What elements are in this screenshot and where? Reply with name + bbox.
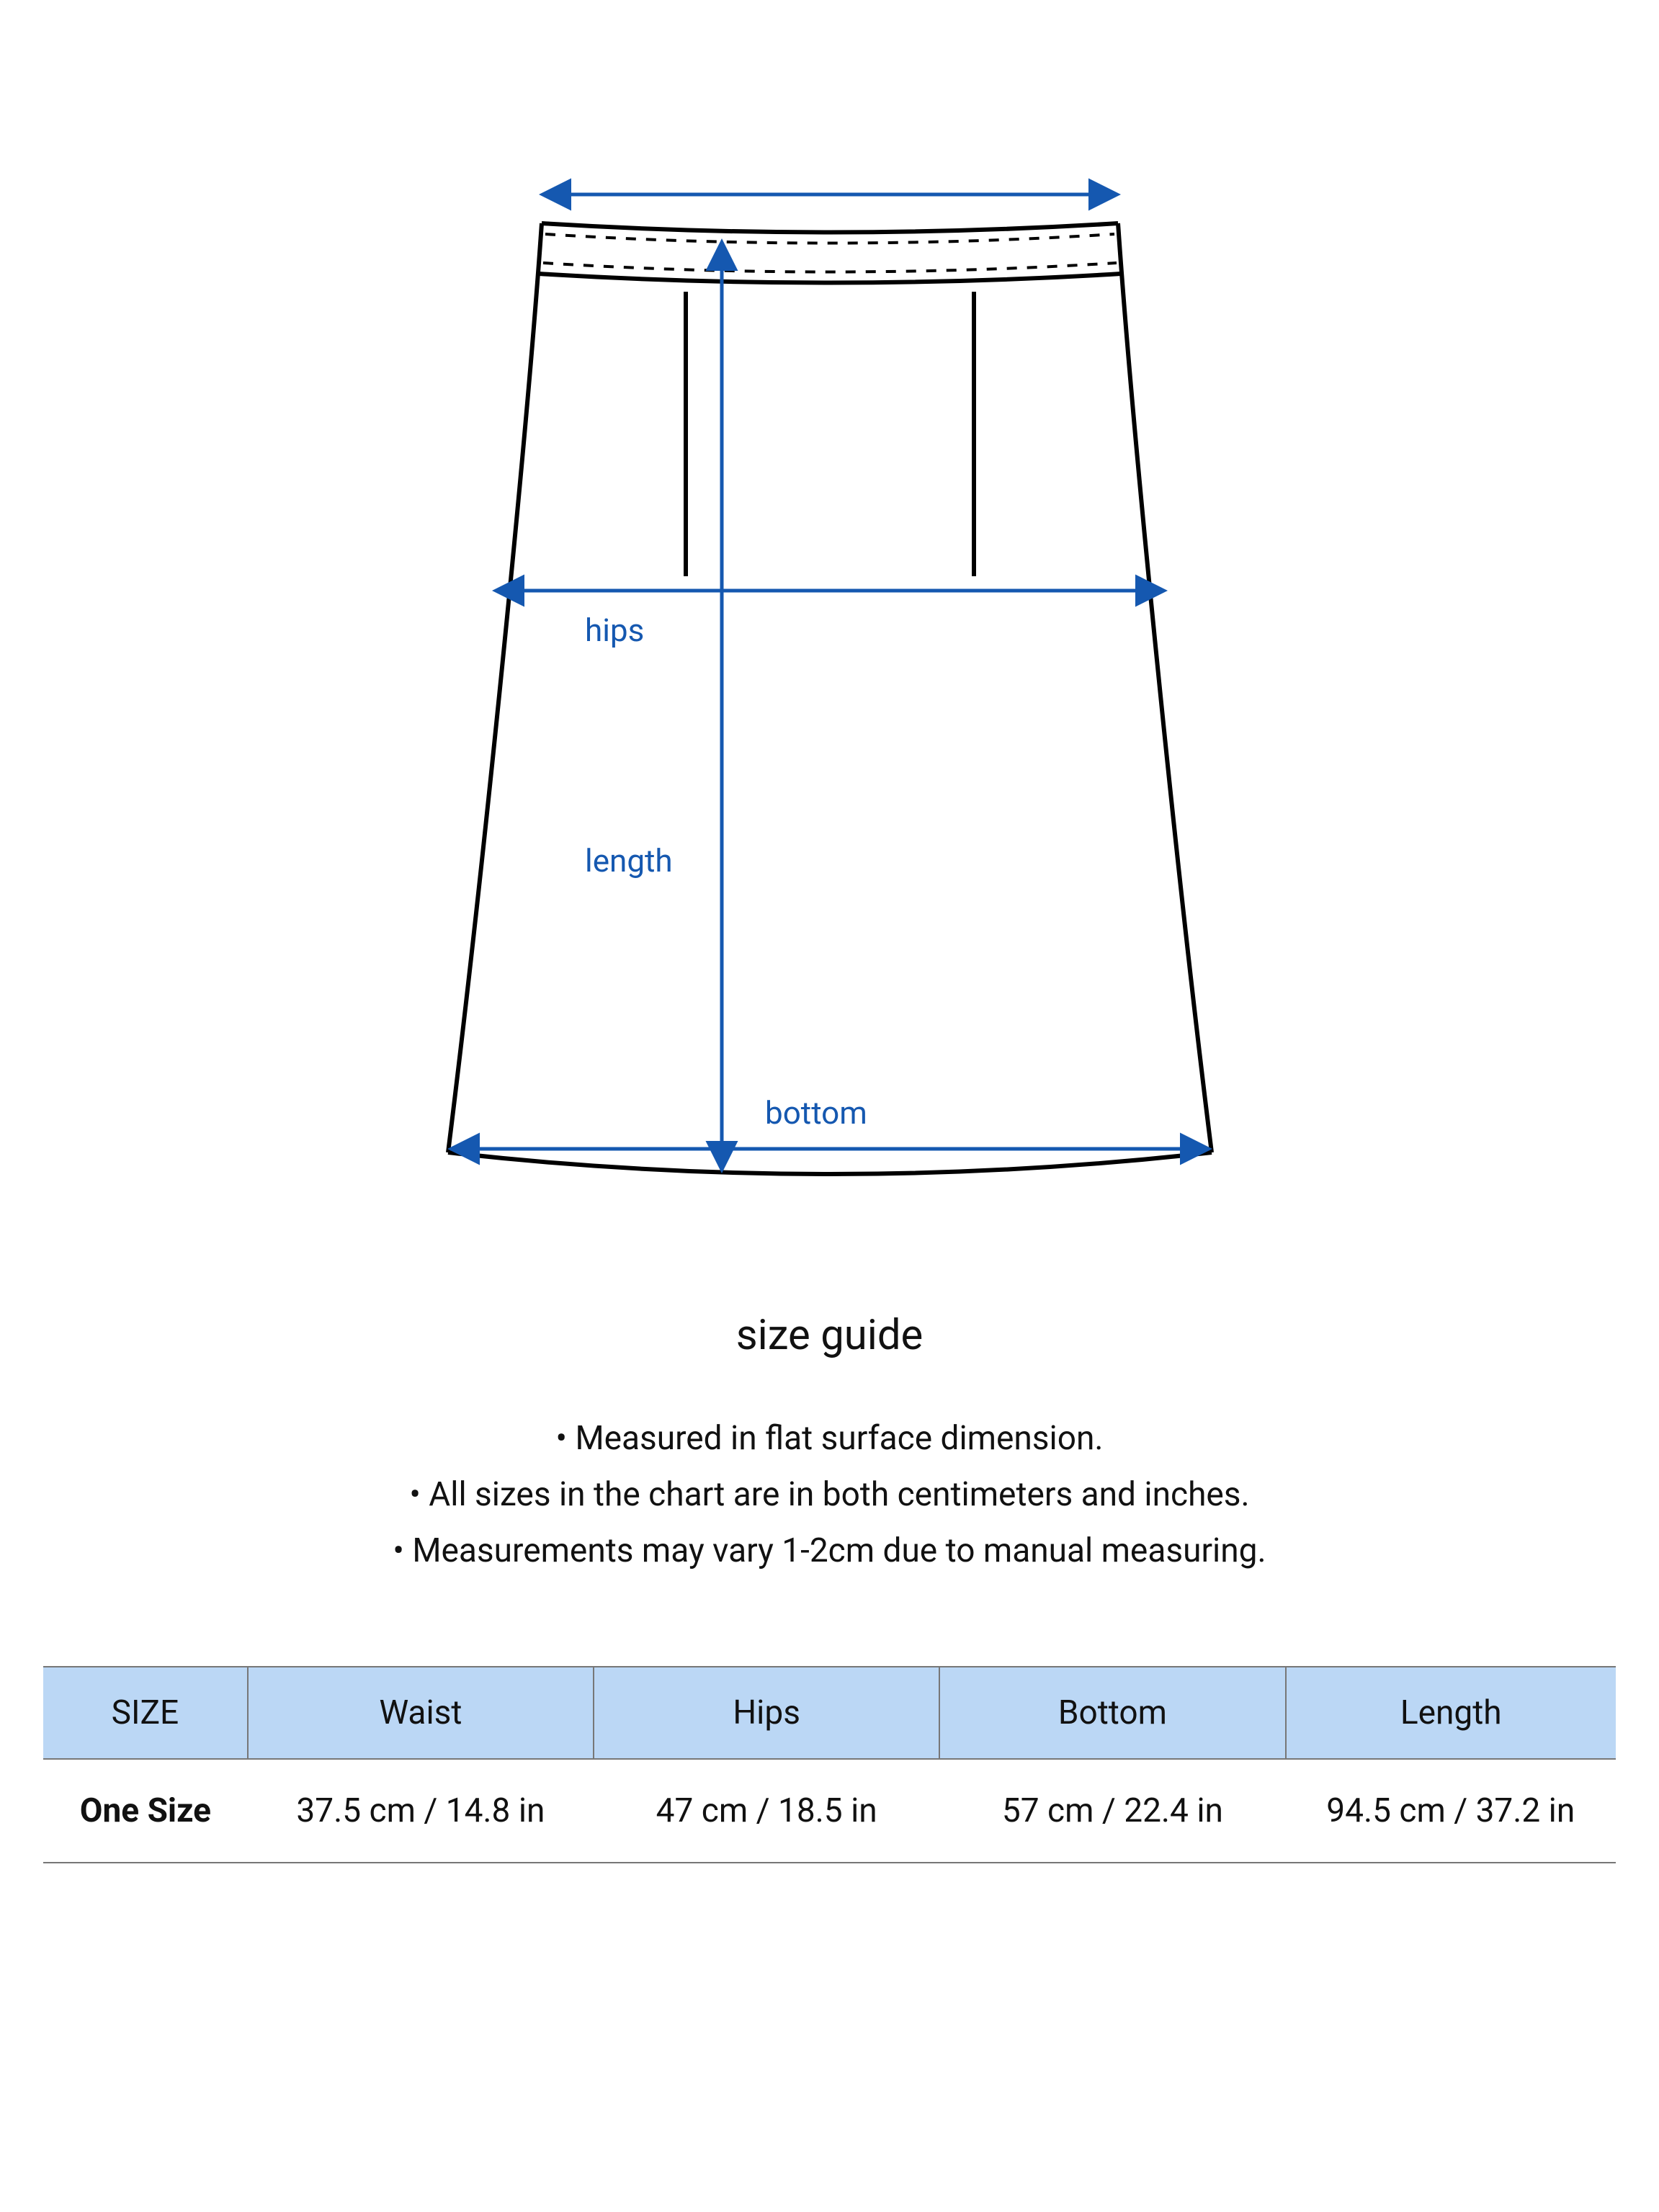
col-size: SIZE bbox=[43, 1667, 248, 1759]
note-line: Measurements may vary 1-2cm due to manua… bbox=[43, 1523, 1616, 1579]
note-line: All sizes in the chart are in both centi… bbox=[43, 1467, 1616, 1523]
size-table: SIZE Waist Hips Bottom Length One Size 3… bbox=[43, 1666, 1616, 1863]
length-label: length bbox=[585, 842, 673, 879]
cell-length: 94.5 cm / 37.2 in bbox=[1286, 1759, 1616, 1863]
note-line: Measured in flat surface dimension. bbox=[43, 1410, 1616, 1467]
cell-waist: 37.5 cm / 14.8 in bbox=[248, 1759, 594, 1863]
cell-bottom: 57 cm / 22.4 in bbox=[939, 1759, 1285, 1863]
col-waist: Waist bbox=[248, 1667, 594, 1759]
cell-hips: 47 cm / 18.5 in bbox=[594, 1759, 939, 1863]
size-guide-page: hips length bottom size guide Measured i… bbox=[0, 0, 1659, 2212]
size-table-header-row: SIZE Waist Hips Bottom Length bbox=[43, 1667, 1616, 1759]
skirt-diagram-container: hips length bottom bbox=[43, 144, 1616, 1224]
skirt-diagram: hips length bottom bbox=[362, 144, 1298, 1224]
size-guide-title: size guide bbox=[43, 1311, 1616, 1360]
skirt-outline bbox=[448, 223, 1212, 1174]
row-size-label: One Size bbox=[43, 1759, 248, 1863]
col-hips: Hips bbox=[594, 1667, 939, 1759]
hips-label: hips bbox=[585, 612, 644, 649]
size-table-row: One Size 37.5 cm / 14.8 in 47 cm / 18.5 … bbox=[43, 1759, 1616, 1863]
bottom-label: bottom bbox=[765, 1094, 867, 1132]
col-bottom: Bottom bbox=[939, 1667, 1285, 1759]
size-guide-notes: Measured in flat surface dimension. All … bbox=[43, 1410, 1616, 1580]
col-length: Length bbox=[1286, 1667, 1616, 1759]
